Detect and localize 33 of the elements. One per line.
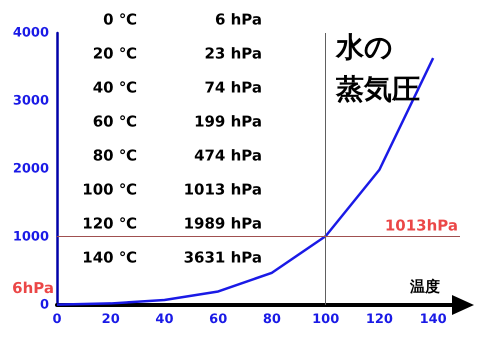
annotation: 1013 hPa (184, 180, 262, 198)
x-tick-label: 120 (366, 312, 393, 327)
y-tick-label: 1000 (12, 230, 49, 244)
y-tick-label: 2000 (12, 162, 49, 176)
annotation: 20 ℃ (92, 44, 137, 62)
annotation: 3631 hPa (184, 248, 262, 266)
y-tick-label: 0 (40, 298, 49, 312)
text: 6 hPa (214, 10, 262, 28)
x-axis-title: 温度 (409, 278, 440, 296)
y-tick-label: 3000 (12, 94, 49, 108)
chart-title: 水の (335, 30, 393, 64)
annotation: 474 hPa (194, 146, 262, 164)
annotation: 199 hPa (194, 112, 262, 130)
annotation: 120 ℃ (82, 214, 137, 232)
x-tick-label: 80 (262, 312, 281, 327)
annotation: 23 hPa (204, 44, 262, 62)
x-tick-label: 60 (209, 312, 228, 327)
annotation: 6hPa (12, 279, 54, 298)
x-tick-label: 20 (102, 312, 120, 327)
annotation: 100 ℃ (82, 180, 137, 198)
annotation: 40 ℃ (92, 78, 137, 96)
y-tick-label: 4000 (12, 26, 49, 40)
x-tick-label: 40 (155, 312, 174, 327)
text: 0 ℃ (103, 10, 137, 28)
annotation: 80 ℃ (92, 146, 137, 164)
annotation: 1989 hPa (184, 214, 262, 232)
annotation: 1013hPa (384, 216, 458, 235)
x-tick-label: 100 (312, 312, 340, 327)
annotation: 74 hPa (204, 78, 262, 96)
x-tick-label: 0 (52, 312, 62, 327)
x-tick-label: 140 (420, 312, 447, 327)
annotation: 140 ℃ (82, 248, 137, 266)
annotation: 60 ℃ (92, 112, 137, 130)
